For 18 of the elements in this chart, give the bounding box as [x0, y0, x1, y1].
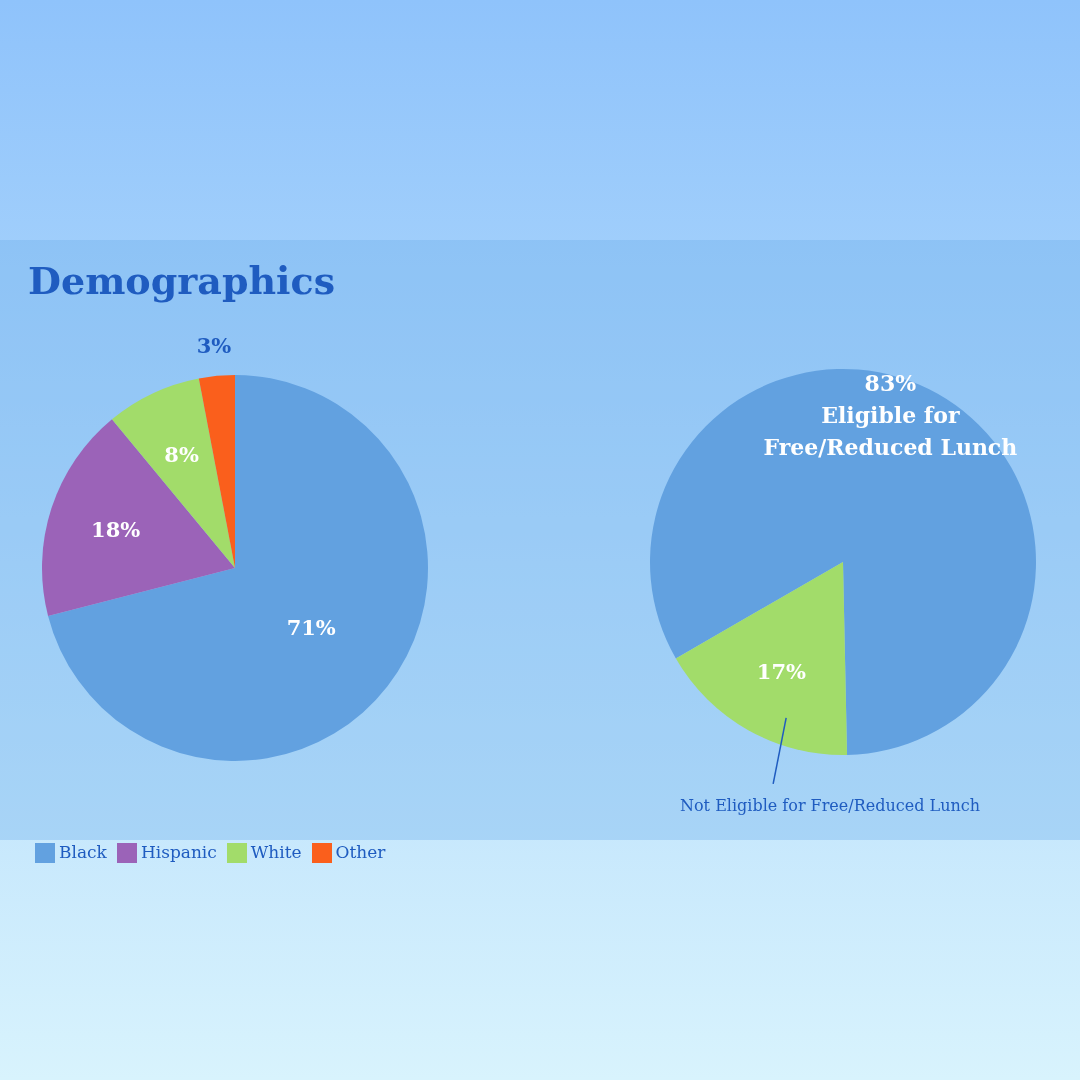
chart-title: Demographics — [28, 258, 337, 305]
data-label: 17% — [756, 658, 807, 684]
data-label: 8% — [164, 441, 199, 467]
data-label: 83% — [864, 369, 917, 396]
pie-slice — [42, 419, 235, 616]
pie-slice — [198, 375, 235, 568]
data-label: 3% — [196, 333, 232, 359]
pie-slice — [650, 369, 1036, 755]
legend-label: Other — [335, 841, 386, 862]
data-label: 18% — [91, 516, 141, 542]
slice-label: Not Eligible for Free/Reduced Lunch — [679, 796, 981, 816]
legend-label: White — [250, 841, 302, 862]
data-label: 71% — [286, 614, 336, 640]
pie-slice — [675, 562, 848, 755]
slice-label: Eligible for Free/Reduced Lunch — [763, 401, 1018, 460]
legend-label: Hispanic — [140, 841, 217, 862]
pie-slice — [48, 375, 428, 761]
legend-label: Black — [59, 841, 107, 862]
